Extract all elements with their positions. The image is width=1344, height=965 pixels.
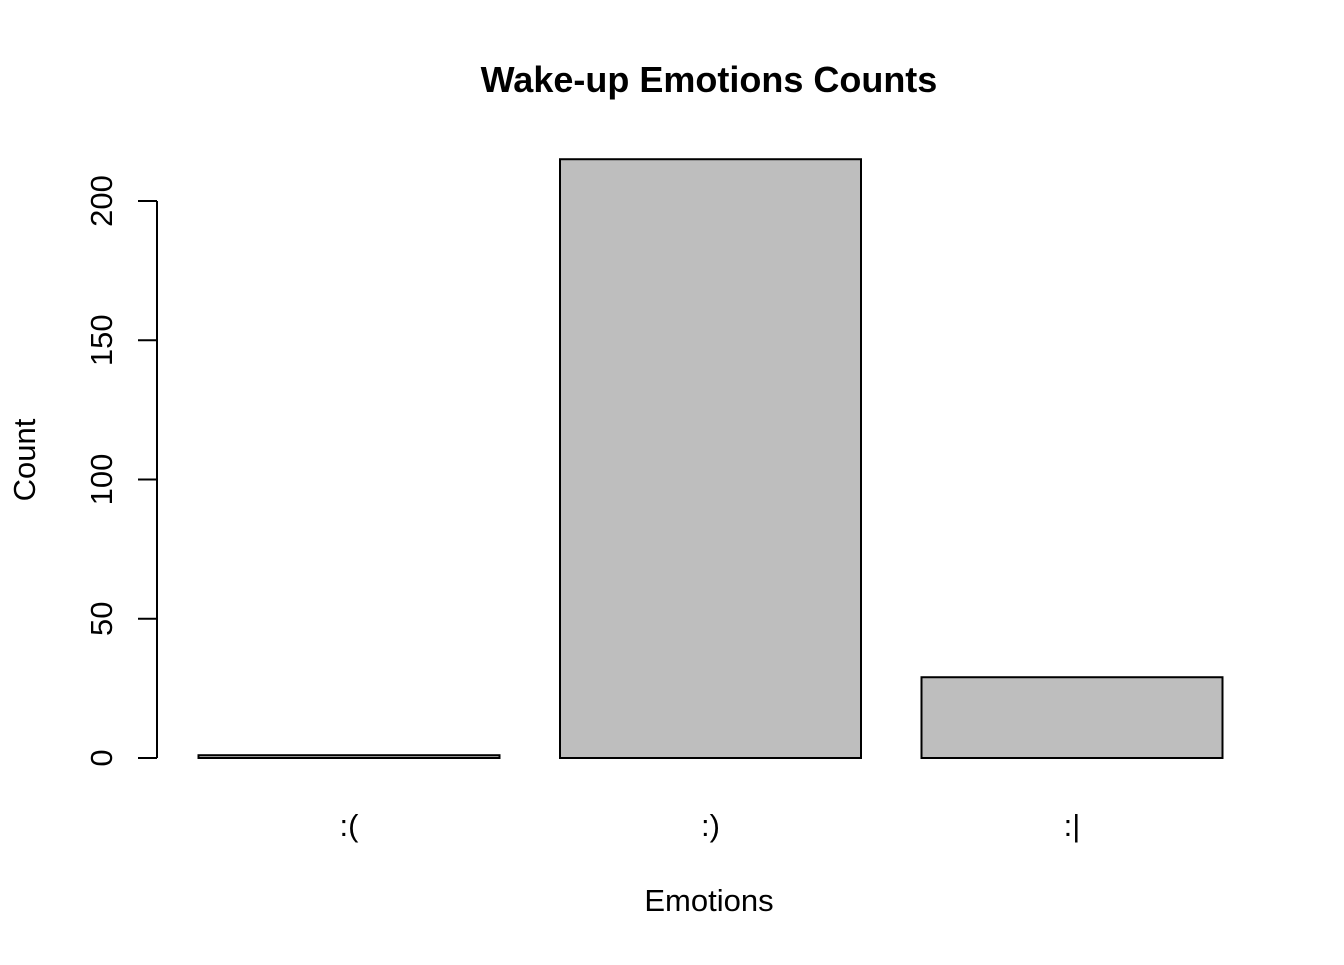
bars-group (197, 158, 1224, 760)
y-tick-label: 50 (84, 602, 119, 636)
chart-title: Wake-up Emotions Counts (481, 59, 938, 100)
y-tick-label: 0 (84, 749, 119, 766)
x-tick-label: :| (1064, 808, 1081, 843)
y-tick-label: 150 (84, 314, 119, 366)
y-axis-label: Count (7, 418, 42, 501)
y-axis: 0 50 100 150 200 (84, 175, 158, 767)
bar (920, 676, 1224, 759)
bar (197, 754, 501, 760)
x-axis-label: Emotions (644, 883, 773, 918)
y-tick-label: 200 (84, 175, 119, 227)
x-tick-label: :) (701, 808, 720, 843)
bar (559, 158, 862, 760)
y-tick-label: 100 (84, 454, 119, 506)
x-tick-labels: :(:) :| (340, 808, 1081, 843)
x-tick-label: :( (340, 808, 360, 843)
